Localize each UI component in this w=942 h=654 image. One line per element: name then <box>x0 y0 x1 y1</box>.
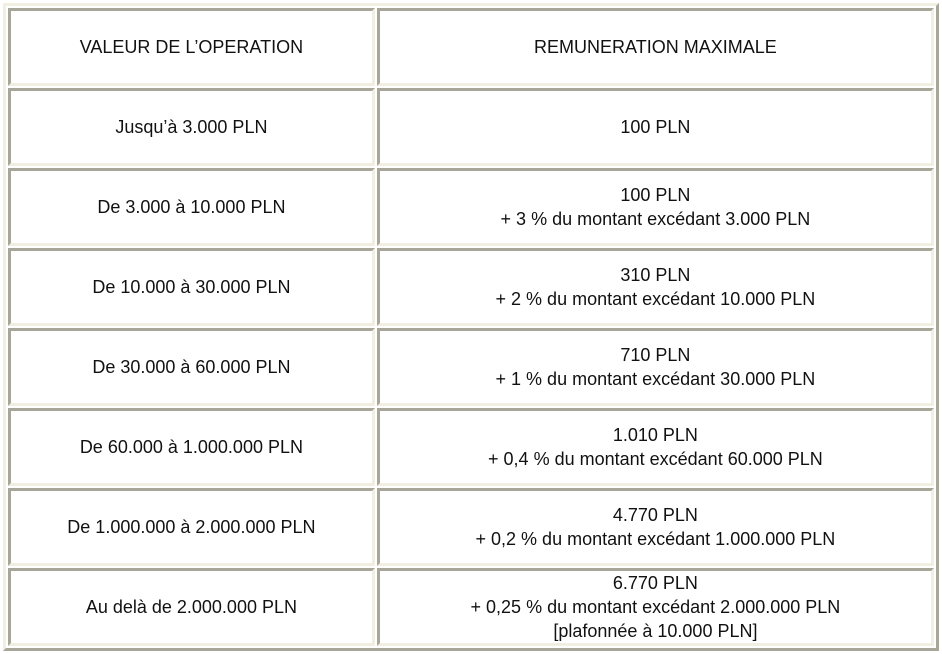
cell-remuneration: 710 PLN + 1 % du montant excédant 30.000… <box>376 328 934 406</box>
remuneration-line: 710 PLN <box>620 345 691 365</box>
cell-remuneration: 100 PLN <box>376 88 934 166</box>
column-header-operation: VALEUR DE L’OPERATION <box>8 8 375 86</box>
table-row: De 30.000 à 60.000 PLN 710 PLN + 1 % du … <box>8 328 934 406</box>
cell-operation-value: De 30.000 à 60.000 PLN <box>8 328 375 406</box>
remuneration-line: 100 PLN <box>620 185 691 205</box>
table-row: De 1.000.000 à 2.000.000 PLN 4.770 PLN +… <box>8 488 934 566</box>
remuneration-line: + 2 % du montant excédant 10.000 PLN <box>495 289 816 309</box>
cell-operation-value: De 1.000.000 à 2.000.000 PLN <box>8 488 375 566</box>
remuneration-line: + 0,25 % du montant excédant 2.000.000 P… <box>470 597 841 617</box>
remuneration-line: 6.770 PLN <box>612 573 698 593</box>
cell-remuneration: 6.770 PLN + 0,25 % du montant excédant 2… <box>376 568 934 646</box>
remuneration-line: + 1 % du montant excédant 30.000 PLN <box>495 369 816 389</box>
remuneration-line: [plafonnée à 10.000 PLN] <box>553 621 758 641</box>
table-row: Jusqu’à 3.000 PLN 100 PLN <box>8 88 934 166</box>
header-row: VALEUR DE L’OPERATION REMUNERATION MAXIM… <box>8 8 934 86</box>
cell-remuneration: 310 PLN + 2 % du montant excédant 10.000… <box>376 248 934 326</box>
table-row: De 3.000 à 10.000 PLN 100 PLN + 3 % du m… <box>8 168 934 246</box>
table-row: De 10.000 à 30.000 PLN 310 PLN + 2 % du … <box>8 248 934 326</box>
remuneration-line: 100 PLN <box>620 117 691 137</box>
remuneration-line: + 3 % du montant excédant 3.000 PLN <box>500 209 811 229</box>
remuneration-line: + 0,2 % du montant excédant 1.000.000 PL… <box>475 529 836 549</box>
cell-operation-value: Jusqu’à 3.000 PLN <box>8 88 375 166</box>
remuneration-line: 310 PLN <box>620 265 691 285</box>
cell-remuneration: 4.770 PLN + 0,2 % du montant excédant 1.… <box>376 488 934 566</box>
cell-operation-value: De 10.000 à 30.000 PLN <box>8 248 375 326</box>
cell-operation-value: De 60.000 à 1.000.000 PLN <box>8 408 375 486</box>
column-header-remuneration: REMUNERATION MAXIMALE <box>376 8 934 86</box>
table-row: De 60.000 à 1.000.000 PLN 1.010 PLN + 0,… <box>8 408 934 486</box>
table-row: Au delà de 2.000.000 PLN 6.770 PLN + 0,2… <box>8 568 934 646</box>
remuneration-line: + 0,4 % du montant excédant 60.000 PLN <box>488 449 823 469</box>
cell-remuneration: 1.010 PLN + 0,4 % du montant excédant 60… <box>376 408 934 486</box>
remuneration-line: 4.770 PLN <box>612 505 698 525</box>
cell-operation-value: De 3.000 à 10.000 PLN <box>8 168 375 246</box>
cell-remuneration: 100 PLN + 3 % du montant excédant 3.000 … <box>376 168 934 246</box>
fee-schedule-table: VALEUR DE L’OPERATION REMUNERATION MAXIM… <box>3 3 939 651</box>
cell-operation-value: Au delà de 2.000.000 PLN <box>8 568 375 646</box>
remuneration-line: 1.010 PLN <box>612 425 698 445</box>
